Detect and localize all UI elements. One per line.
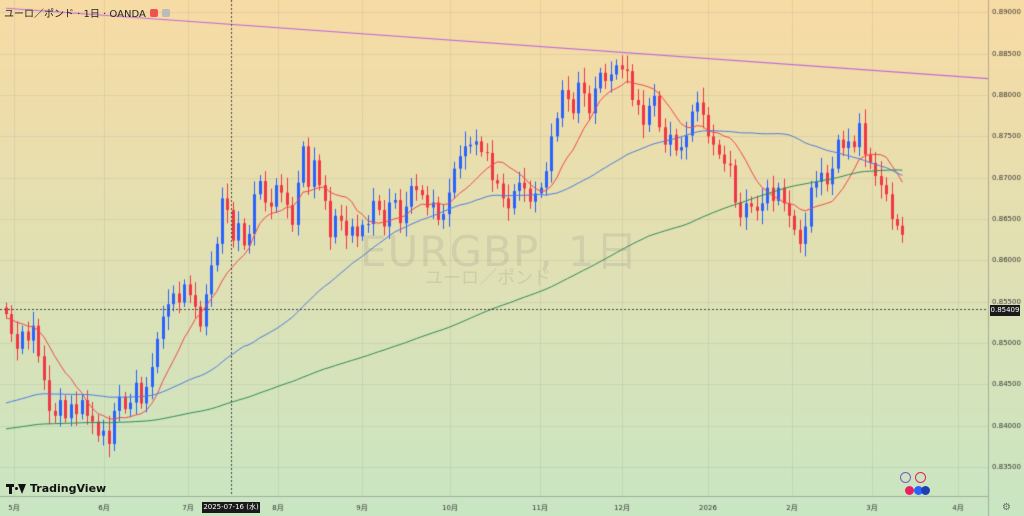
symbol-badge — [149, 8, 158, 17]
symbol-title: ユーロ／ポンド · 1日 · OANDA — [4, 9, 146, 20]
symbol-badge-2 — [161, 8, 170, 17]
logo-text: TradingView — [30, 482, 107, 495]
tradingview-logo[interactable]: TradingView — [6, 482, 106, 495]
watermark-name: ユーロ／ポンド — [425, 268, 551, 289]
circle-icon[interactable] — [914, 486, 923, 495]
symbol-header: ユーロ／ポンド · 1日 · OANDA — [4, 5, 170, 20]
circle-icon[interactable] — [921, 486, 930, 495]
lightning-icon[interactable] — [900, 472, 911, 483]
crosshair-price-label: 0.85409 — [990, 305, 1020, 316]
tradingview-logo-icon — [6, 483, 26, 495]
circle-icon[interactable] — [905, 486, 914, 495]
watermark-symbol: EURGBP, 1日 — [360, 227, 639, 276]
crosshair-date-label: 2025-07-16 (水) — [202, 502, 260, 513]
globe-icon[interactable] — [915, 472, 926, 483]
gear-icon[interactable]: ⚙ — [1002, 502, 1011, 513]
